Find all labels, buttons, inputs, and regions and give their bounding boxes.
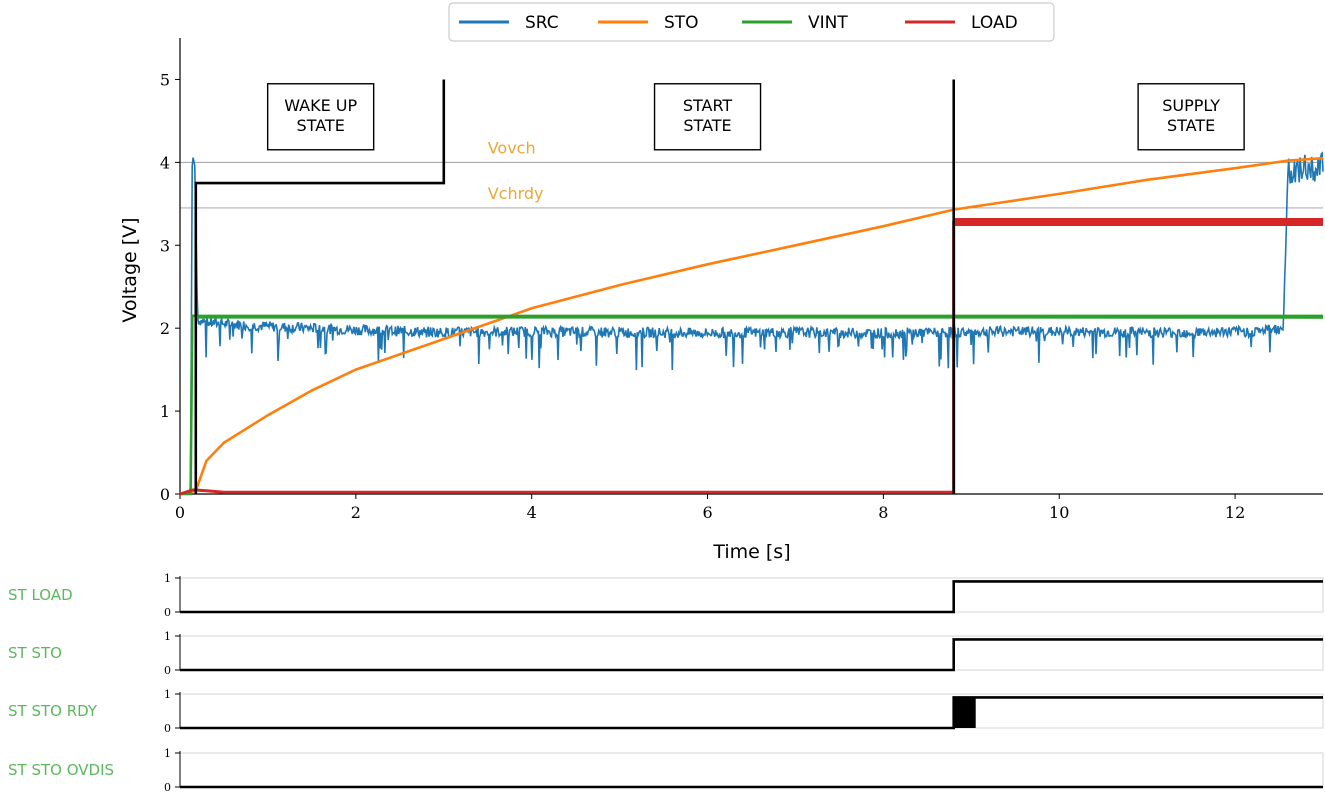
digital-y-tick-label: 1 [164,572,171,585]
state-annotation-text: SUPPLY [1162,96,1220,115]
digital-panel-st-sto-rdy: 0 1 ST STO RDY [8,688,1324,735]
x-axis-label: Time [s] [712,541,790,563]
state-annotation-box [266,83,375,151]
state-annotation-text: WAKE UP [284,96,357,115]
digital-y-tick-label: 0 [164,722,171,735]
state-annotation-text: STATE [297,116,345,135]
digital-y-tick-label: 0 [164,606,171,619]
series-line-vint [180,314,1324,496]
digital-signal-label: ST STO OVDIS [8,761,114,779]
y-tick-label: 2 [160,319,170,338]
y-tick-label: 5 [160,70,170,89]
legend-label-sto: STO [664,13,699,33]
digital-signal-label: ST STO [8,644,62,662]
digital-y-tick-label: 1 [164,747,171,760]
digital-panel-st-sto-ovdis: 0 1 ST STO OVDIS [8,747,1324,793]
digital-signal-label: ST STO RDY [8,702,98,720]
state-line [194,79,446,494]
digital-panel-frame [179,693,1324,729]
digital-panel-st-sto: 0 1 ST STO [8,630,1324,677]
y-tick-label: 3 [160,236,170,255]
y-axis-label: Voltage [V] [119,217,141,322]
digital-signal-label: ST LOAD [8,586,73,604]
digital-trace [180,638,1323,672]
x-tick-label: 0 [175,503,185,522]
y-tick-label: 4 [160,153,170,172]
y-tick-label: 0 [160,485,170,504]
digital-y-tick-label: 0 [164,781,171,793]
digital-panel-frame [179,752,1324,788]
state-annotation-text: STATE [1167,116,1215,135]
digital-signals: 0 1 ST LOAD 0 1 ST STO 0 1 ST STO RDY 0 1 ST STO OV… [8,572,1324,793]
legend-label-src: SRC [525,13,559,33]
x-tick-label: 6 [702,503,712,522]
threshold-label: Vchrdy [488,184,544,203]
x-tick-label: 12 [1225,503,1245,522]
digital-y-tick-label: 1 [164,630,171,643]
digital-trace [180,580,1323,614]
x-tick-label: 4 [527,503,537,522]
x-tick-label: 10 [1049,503,1069,522]
legend-label-load: LOAD [971,13,1018,33]
digital-panel-st-load: 0 1 ST LOAD [8,572,1324,619]
digital-busy-region [953,697,976,728]
legend-label-vint: VINT [808,13,848,33]
digital-trace [180,696,1323,730]
digital-y-tick-label: 1 [164,688,171,701]
state-annotation-text: STATE [683,116,731,135]
threshold-label: Vovch [488,138,536,157]
digital-panel-frame [179,635,1324,671]
digital-y-tick-label: 0 [164,664,171,677]
series-line-load [179,220,1323,496]
legend: SRC STO VINT LOAD [448,2,1055,42]
series-line-sto [179,156,1324,496]
series-line-src [180,151,1324,495]
state-annotation-box [1137,83,1245,151]
y-tick-label: 1 [160,402,170,421]
digital-panel-frame [179,577,1324,613]
state-annotation-text: START [683,96,733,115]
state-annotation-box [653,83,762,151]
x-tick-label: 2 [351,503,361,522]
x-tick-label: 8 [878,503,888,522]
